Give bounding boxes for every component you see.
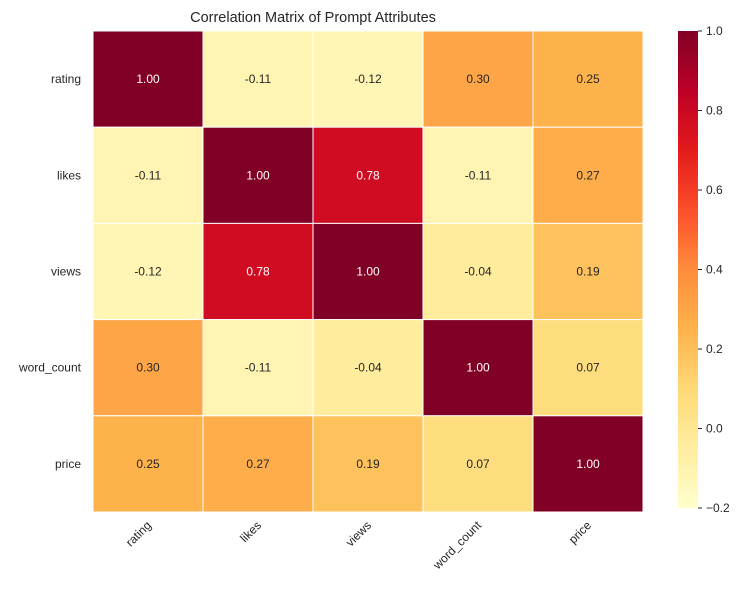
heatmap-cell [312, 30, 424, 128]
cell-value-label: -0.04 [464, 265, 492, 279]
cell-value-label: -0.04 [354, 361, 382, 375]
heatmap-cell [312, 415, 424, 513]
heatmap-cell [202, 30, 314, 128]
x-tick-label: price [566, 518, 595, 547]
heatmap-cell [312, 319, 424, 417]
cell-value-label: 0.25 [136, 457, 160, 471]
colorbar-gradient [678, 31, 698, 508]
chart-title: Correlation Matrix of Prompt Attributes [190, 10, 436, 26]
y-tick-label: views [51, 265, 81, 279]
x-tick-label: rating [123, 518, 154, 549]
cell-value-label: 0.27 [576, 168, 600, 182]
heatmap-cell [202, 319, 314, 417]
x-tick-label: word_count [430, 518, 485, 573]
cell-value-label: 1.00 [246, 168, 270, 182]
colorbar-tick-label: 0.8 [706, 104, 723, 118]
colorbar: −0.2 0.0 0.2 0.4 0.6 0.8 1.0 [678, 24, 730, 515]
y-tick-label: likes [57, 168, 81, 182]
cell-value-label: 1.00 [466, 361, 490, 375]
heatmap-cells: 1.00 -0.11 -0.12 0.30 0.25 -0.11 1.00 0.78 -0.11… [92, 30, 644, 513]
heatmap-cell [92, 319, 204, 417]
colorbar-tick-label: 1.0 [706, 24, 723, 38]
cell-value-label: 1.00 [576, 457, 600, 471]
heatmap-cell [532, 415, 644, 513]
heatmap-cell [92, 30, 204, 128]
cell-value-label: 0.25 [576, 72, 600, 86]
heatmap-cell [532, 319, 644, 417]
heatmap-cell [202, 222, 314, 321]
cell-value-label: 0.30 [466, 72, 490, 86]
heatmap-cell [92, 415, 204, 513]
cell-value-label: 0.30 [136, 361, 160, 375]
heatmap-cell [92, 126, 204, 224]
heatmap-cell [422, 222, 534, 321]
heatmap-cell [532, 222, 644, 321]
cell-value-label: 0.27 [246, 457, 270, 471]
cell-value-label: -0.12 [134, 265, 162, 279]
x-tick-label: likes [237, 518, 264, 545]
x-tick-labels: rating likes views word_count price [123, 518, 594, 573]
heatmap-cell [532, 30, 644, 128]
cell-value-label: 1.00 [356, 265, 380, 279]
colorbar-tick-label: 0.6 [706, 183, 723, 197]
x-tick-label: views [343, 518, 374, 549]
heatmap-cell [422, 30, 534, 128]
heatmap-cell [202, 415, 314, 513]
heatmap-cell [312, 222, 424, 321]
heatmap-cell [532, 126, 644, 224]
y-tick-label: rating [51, 72, 81, 86]
cell-value-label: 1.00 [136, 72, 160, 86]
colorbar-tick-label: −0.2 [706, 501, 730, 515]
heatmap-cell [422, 319, 534, 417]
cell-value-label: -0.12 [354, 72, 382, 86]
cell-value-label: -0.11 [135, 168, 162, 182]
cell-value-label: 0.19 [576, 265, 600, 279]
cell-value-label: 0.78 [246, 265, 270, 279]
cell-value-label: -0.11 [245, 361, 272, 375]
cell-value-label: 0.07 [576, 361, 600, 375]
cell-value-label: 0.07 [466, 457, 490, 471]
y-tick-label: word_count [18, 361, 82, 375]
cell-value-label: 0.78 [356, 168, 380, 182]
cell-value-label: 0.19 [356, 457, 380, 471]
cell-value-label: -0.11 [245, 72, 272, 86]
colorbar-tick-label: 0.4 [706, 263, 723, 277]
y-tick-label: price [55, 457, 81, 471]
cell-value-label: -0.11 [465, 168, 492, 182]
colorbar-tick-label: 0.0 [706, 422, 723, 436]
heatmap-cell [312, 126, 424, 224]
colorbar-tick-label: 0.2 [706, 342, 723, 356]
